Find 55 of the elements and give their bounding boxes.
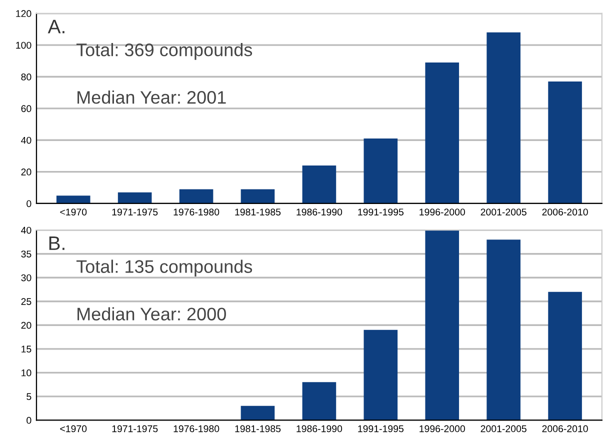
chart-title: A. [48,20,64,34]
x-tick-label: 1986-1990 [296,425,342,432]
x-tick-label: 2006-2010 [542,425,588,432]
y-tick-label: 80 [21,74,32,80]
x-tick-label: 1981-1985 [235,208,281,216]
x-tick-label: 2006-2010 [542,208,588,216]
annotation: Median Year: 2001 [78,90,226,104]
x-tick-label: 1981-1985 [235,425,281,432]
annotation: Total: 369 compounds [76,43,252,60]
bar [425,230,460,420]
x-tick-label: 1996-2000 [420,425,465,432]
y-tick-label: 100 [16,42,32,49]
x-tick-label: 1991-1995 [358,208,404,216]
bar [425,62,460,204]
bar [240,189,275,204]
x-tick-label: 2001-2005 [480,208,526,216]
bar [486,32,520,204]
bar [302,165,336,204]
annotation: Median Year: 2000 [78,307,226,320]
bar [548,82,582,204]
bar [364,330,398,420]
x-tick-label: 1986-1990 [296,208,342,216]
x-tick-label: <1970 [60,208,87,216]
x-tick-label: 1971-1975 [112,425,158,432]
y-tick-label: 15 [22,346,32,353]
x-tick-label: 1976-1980 [174,208,220,216]
bar [302,382,336,420]
x-tick-label: 2001-2005 [480,425,526,432]
x-tick-label: 1996-2000 [420,208,465,216]
y-tick-label: 10 [22,369,32,376]
bar [240,406,275,420]
y-tick-label: 30 [21,274,32,282]
y-tick-label: 20 [21,168,32,176]
y-tick-label: 35 [21,250,32,258]
x-tick-label: 1991-1995 [358,425,404,432]
bar [56,196,90,204]
y-tick-label: 25 [21,298,32,305]
bar [548,292,582,420]
y-tick-label: 40 [21,136,32,144]
y-tick-label: 20 [21,322,32,329]
x-tick-label: <1970 [60,425,87,432]
y-tick-label: 120 [16,10,32,18]
bar [486,240,520,420]
y-tick-label: 0 [26,416,32,424]
bar [364,138,398,204]
bar [118,192,152,204]
annotation: Total: 135 compounds [76,260,252,277]
y-tick-label: 40 [21,226,32,234]
y-tick-label: 5 [26,393,32,400]
y-tick-label: 0 [26,200,32,208]
x-tick-label: 1971-1975 [112,208,158,216]
y-tick-label: 60 [21,105,32,112]
x-tick-label: 1976-1980 [174,425,220,432]
bar [179,189,214,204]
chart-title: B. [49,236,64,250]
